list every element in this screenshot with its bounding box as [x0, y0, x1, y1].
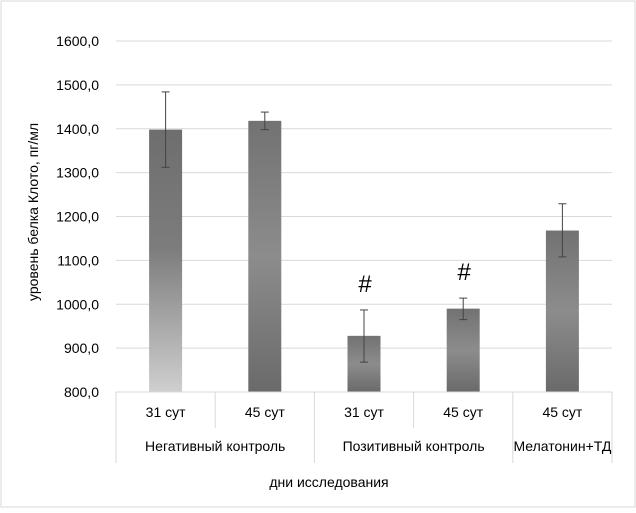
y-tick-label: 800,0 — [64, 384, 99, 400]
bar — [248, 120, 282, 392]
y-tick-label: 1400,0 — [56, 121, 99, 137]
category-label: 31 сут — [146, 404, 186, 420]
category-label: 45 сут — [443, 404, 483, 420]
group-label: Мелатонин+ТД — [513, 438, 611, 454]
significance-mark: # — [458, 259, 472, 286]
group-label: Негативный контроль — [145, 438, 285, 454]
category-label: 31 сут — [344, 404, 384, 420]
x-axis-title: дни исследования — [269, 474, 388, 490]
category-label: 45 сут — [542, 404, 582, 420]
category-label: 45 сут — [245, 404, 285, 420]
y-tick-label: 1100,0 — [57, 252, 99, 268]
group-label: Позитивный контроль — [343, 438, 485, 454]
bar — [446, 308, 480, 392]
y-axis-title: уровень белка Клото, пг/мл — [25, 123, 41, 301]
bar — [149, 129, 183, 392]
y-tick-label: 1200,0 — [56, 209, 99, 225]
y-tick-label: 1300,0 — [56, 165, 99, 181]
y-tick-label: 1500,0 — [56, 77, 99, 93]
y-tick-label: 900,0 — [64, 340, 99, 356]
significance-mark: # — [358, 271, 372, 298]
y-tick-label: 1000,0 — [56, 296, 99, 312]
bar — [545, 230, 579, 392]
y-tick-label: 1600,0 — [56, 33, 99, 49]
